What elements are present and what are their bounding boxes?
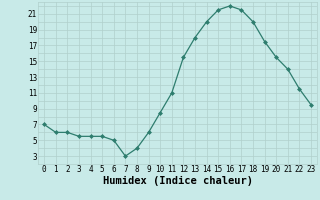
X-axis label: Humidex (Indice chaleur): Humidex (Indice chaleur): [103, 176, 252, 186]
